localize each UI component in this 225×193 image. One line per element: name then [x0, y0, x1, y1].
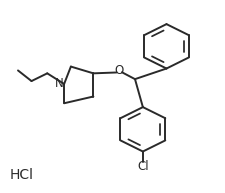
- Text: HCl: HCl: [9, 168, 33, 182]
- Text: Cl: Cl: [137, 160, 149, 174]
- Text: O: O: [115, 64, 124, 77]
- Text: N: N: [55, 77, 63, 91]
